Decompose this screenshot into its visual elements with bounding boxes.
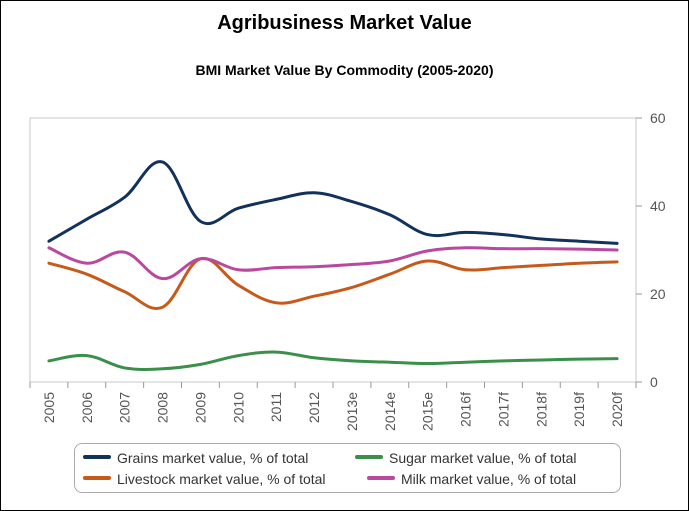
legend: Grains market value, % of total Sugar ma… [74, 443, 621, 493]
legend-label: Grains market value, % of total [117, 450, 309, 466]
legend-swatch [83, 476, 111, 481]
x-tick-label: 2005 [41, 392, 57, 423]
series-line-2 [47, 350, 619, 371]
x-tick-label: 2007 [117, 392, 133, 423]
legend-item-sugar: Sugar market value, % of total [355, 450, 577, 466]
legend-label: Sugar market value, % of total [389, 450, 577, 466]
x-tick-label: 2016f [458, 392, 474, 427]
x-tick-label: 2014e [382, 392, 398, 431]
x-tick-label: 2010 [230, 392, 246, 423]
series-line-1 [47, 160, 619, 245]
legend-swatch [83, 455, 111, 460]
x-tick-label: 2009 [192, 392, 208, 423]
x-tick-label: 2011 [268, 392, 284, 422]
legend-swatch [355, 455, 383, 460]
x-tick-label: 2018f [533, 392, 549, 427]
x-tick-label: 2006 [79, 392, 95, 423]
legend-swatch [367, 476, 395, 481]
x-tick-label: 2012 [306, 392, 322, 423]
series-line-3 [47, 256, 619, 310]
legend-label: Milk market value, % of total [401, 471, 577, 487]
legend-label: Livestock market value, % of total [117, 471, 326, 487]
x-tick-label: 2019f [571, 392, 587, 427]
chart-title: Agribusiness Market Value [217, 12, 472, 34]
x-tick-label: 2015e [420, 392, 436, 431]
legend-item-grains: Grains market value, % of total [83, 450, 308, 466]
series-line-4 [47, 246, 619, 281]
x-tick-label: 2013e [344, 392, 360, 431]
x-tick-label: 2017f [495, 392, 511, 427]
legend-item-milk: Milk market value, % of total [367, 471, 576, 487]
legend-item-livestock: Livestock market value, % of total [83, 471, 326, 487]
y-tick-label: 0 [650, 374, 658, 390]
y-tick-label: 20 [650, 286, 666, 302]
y-tick-label: 40 [650, 198, 666, 214]
chart-subtitle: BMI Market Value By Commodity (2005-2020… [195, 62, 494, 78]
x-tick-label: 2008 [155, 392, 171, 423]
y-tick-label: 60 [650, 110, 666, 126]
x-tick-label: 2020f [609, 392, 625, 427]
